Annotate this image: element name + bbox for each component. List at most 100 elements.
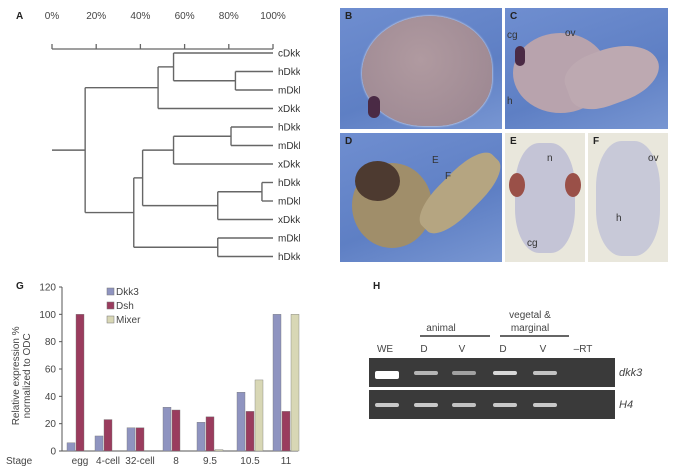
gel-band bbox=[493, 403, 517, 407]
y-tick-label: 120 bbox=[39, 283, 56, 294]
bar-dkk3 bbox=[272, 314, 282, 452]
legend-swatch-dsh bbox=[106, 301, 115, 310]
y-tick-label: 0 bbox=[50, 447, 56, 458]
label-section-e: E bbox=[432, 155, 439, 166]
panel-label-d: D bbox=[345, 136, 353, 147]
leaf-label: cDkk3 bbox=[278, 49, 300, 60]
gel-strip bbox=[369, 390, 615, 419]
leaf-label: mDkk1 bbox=[278, 141, 300, 152]
legend-swatch-mixer bbox=[106, 315, 115, 324]
label-ov: ov bbox=[565, 28, 576, 39]
gel-band bbox=[533, 403, 557, 407]
bar-dsh bbox=[245, 411, 255, 452]
label-n: n bbox=[547, 153, 553, 164]
label-cg: cg bbox=[527, 238, 538, 249]
gel-band bbox=[375, 403, 399, 407]
y-tick-label: 20 bbox=[45, 419, 57, 430]
row-label: dkk3 bbox=[619, 367, 643, 379]
legend-swatch-dkk3 bbox=[106, 287, 115, 296]
leaf-label: hDkk2 bbox=[278, 178, 300, 189]
lane-label: V bbox=[540, 344, 547, 355]
gel-band bbox=[452, 403, 476, 407]
panel-label-e: E bbox=[510, 136, 517, 147]
stain-spot bbox=[368, 96, 380, 118]
label-section-f: F bbox=[445, 171, 452, 182]
gel-band bbox=[375, 371, 399, 379]
embryo-image bbox=[362, 16, 492, 126]
leaf-label: mDkk4 bbox=[278, 234, 300, 245]
bar-chart-panel-g: G 0 20 40 60 80 100 120 Relative expression % no… bbox=[6, 281, 300, 467]
gel-strip bbox=[369, 358, 615, 387]
bar-dkk3 bbox=[66, 442, 76, 452]
gel-band bbox=[414, 403, 438, 407]
lane-label: V bbox=[459, 344, 466, 355]
bar-dsh bbox=[103, 419, 113, 452]
leaf-label: xDkk1 bbox=[278, 160, 300, 171]
bar-dkk3 bbox=[94, 435, 104, 452]
stain-cg bbox=[515, 46, 525, 66]
photo-panel-b: B bbox=[340, 8, 502, 129]
label-ov: ov bbox=[648, 153, 659, 164]
bar-mixer bbox=[290, 314, 300, 452]
x-tick-label: 8 bbox=[173, 456, 179, 467]
lane-label: –RT bbox=[574, 344, 593, 355]
bar-dsh bbox=[135, 427, 145, 452]
scale-tick-label: 100% bbox=[260, 11, 286, 22]
bar-dsh bbox=[205, 416, 215, 452]
panel-label-c: C bbox=[510, 11, 518, 22]
scale-tick-label: 60% bbox=[175, 11, 195, 22]
gel-band bbox=[493, 371, 517, 375]
lane-label: WE bbox=[377, 344, 393, 355]
scale-tick-label: 20% bbox=[86, 11, 106, 22]
legend-label: Dsh bbox=[116, 301, 134, 312]
legend-label: Mixer bbox=[116, 315, 141, 326]
photo-panel-e: E n cg bbox=[505, 133, 585, 262]
scale-tick-label: 80% bbox=[219, 11, 239, 22]
leaf-label: hDkk1 bbox=[278, 123, 300, 134]
bar-dkk3 bbox=[196, 422, 206, 452]
bar-mixer bbox=[214, 449, 224, 452]
photo-panel-d: D E F bbox=[340, 133, 502, 262]
leaf-label: mDkk3 bbox=[278, 86, 300, 97]
eye-right bbox=[565, 173, 581, 197]
label-h: h bbox=[616, 213, 622, 224]
bar-dsh bbox=[171, 409, 181, 452]
row-label: H4 bbox=[619, 399, 633, 411]
label-h: h bbox=[507, 96, 513, 107]
scale-tick-label: 40% bbox=[130, 11, 150, 22]
group-label-animal: animal bbox=[426, 323, 455, 334]
photo-panel-c: C cg ov h bbox=[505, 8, 668, 129]
gel-band bbox=[414, 371, 438, 375]
x-tick-label: 4-cell bbox=[96, 456, 120, 467]
leaf-label: xDkk3 bbox=[278, 104, 300, 115]
lane-label: D bbox=[420, 344, 427, 355]
bar-dsh bbox=[281, 411, 291, 452]
leaf-label: xDkk2 bbox=[278, 215, 300, 226]
leaf-label: hDkk3 bbox=[278, 67, 300, 78]
x-axis-label: Stage bbox=[6, 456, 33, 467]
bar-dsh bbox=[75, 314, 85, 452]
bar-dkk3 bbox=[236, 392, 246, 452]
legend-label: Dkk3 bbox=[116, 287, 139, 298]
group-label-vegetal: vegetal & bbox=[509, 310, 551, 321]
x-tick-label: 9.5 bbox=[203, 456, 217, 467]
y-tick-label: 40 bbox=[45, 392, 57, 403]
y-axis-label: normalized to ODC bbox=[22, 333, 33, 418]
x-tick-label: 10.5 bbox=[240, 456, 260, 467]
gel-band bbox=[533, 371, 557, 375]
panel-label-h: H bbox=[373, 281, 380, 292]
section-image bbox=[515, 143, 575, 253]
section-image bbox=[596, 141, 660, 256]
bar-dkk3 bbox=[126, 427, 136, 452]
panel-label-g: G bbox=[16, 281, 24, 292]
x-tick-label: 11 bbox=[281, 456, 292, 467]
scale-tick-label: 0% bbox=[45, 11, 60, 22]
panel-label-b: B bbox=[345, 11, 353, 22]
x-tick-label: egg bbox=[72, 456, 89, 467]
y-tick-label: 100 bbox=[39, 310, 56, 321]
leaf-label: mDkk2 bbox=[278, 197, 300, 208]
gel-panel-h: H animal vegetal & marginal WE D V D V –RT dkk3 H4 bbox=[369, 281, 643, 419]
gel-band bbox=[452, 371, 476, 375]
eye-left bbox=[509, 173, 525, 197]
